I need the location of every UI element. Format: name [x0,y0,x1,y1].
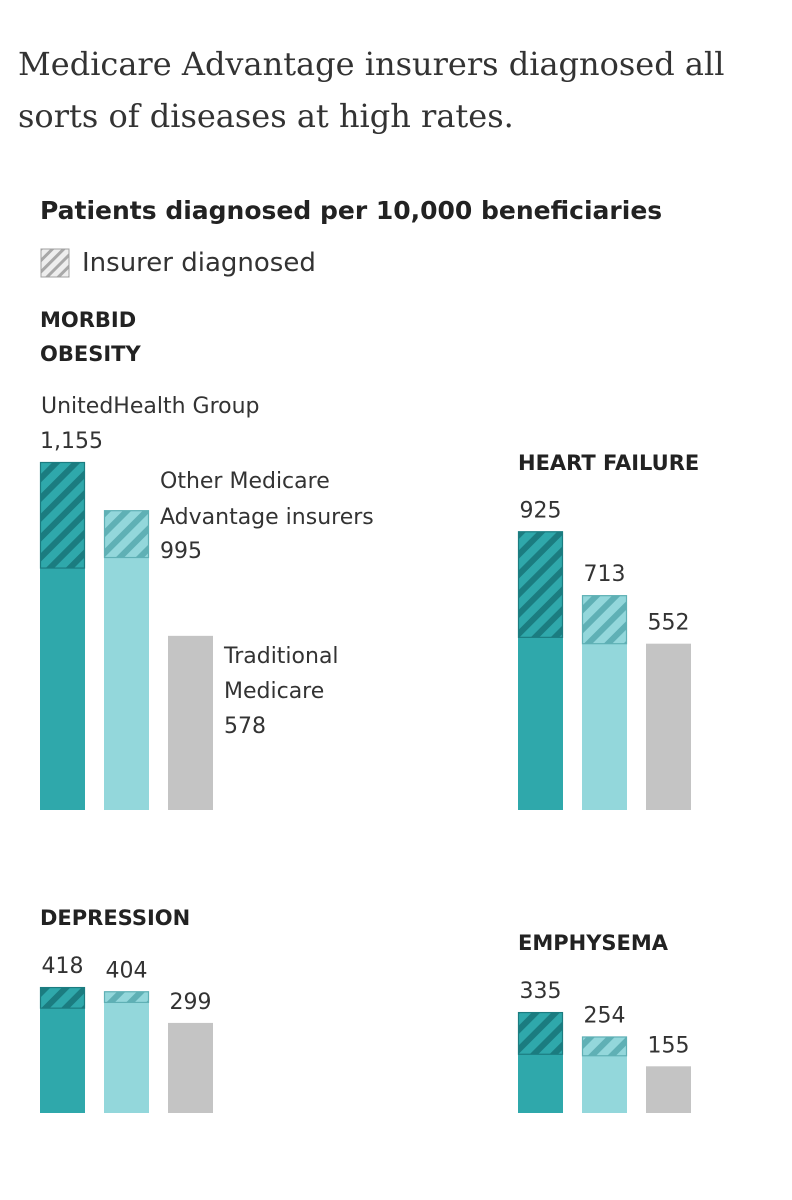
bar-value-label: 995 [160,539,202,564]
legend-label: Insurer diagnosed [82,248,316,278]
legend-hatch-swatch [40,248,70,278]
bar-value-label: 335 [520,979,562,1004]
bar [168,1022,213,1113]
bar-value-label: 299 [170,990,212,1015]
headline: Medicare Advantage insurers diagnosed al… [18,45,725,135]
bar [646,643,691,810]
bar-value-label: 1,155 [40,429,103,454]
bar [646,1066,691,1113]
chart-title: Patients diagnosed per 10,000 beneficiar… [40,196,663,225]
bar-insurer-diagnosed-segment [581,595,628,645]
bar-value-label: 404 [106,958,148,983]
panel-title: MORBID [40,308,136,332]
bar-value-label: 552 [648,611,690,636]
bar-insurer-diagnosed-segment [103,991,150,1004]
panel-title: EMPHYSEMA [518,931,669,955]
bar-value-label: 713 [584,562,626,587]
panel-title: HEART FAILURE [518,451,699,475]
bar-value-label: 418 [42,954,84,979]
bar-name-label: UnitedHealth Group [41,394,260,419]
bar-value-label: 254 [584,1003,626,1028]
bar-value-label: 925 [520,498,562,523]
bar-insurer-diagnosed-segment [517,531,564,638]
panel-4: EMPHYSEMA 335 254 155 [517,931,691,1113]
bar-value-label: 155 [648,1033,690,1058]
legend: Insurer diagnosed [40,248,316,278]
panel-3: DEPRESSION 418 404 299 [39,906,213,1113]
bar-name-label: Other Medicare [160,469,330,494]
bar-insurer-diagnosed-segment [517,1011,564,1055]
bar-name-label: Medicare [224,679,324,704]
bar [104,510,149,810]
panel-title: DEPRESSION [40,906,190,930]
bar-insurer-diagnosed-segment [581,1036,628,1057]
bar-value-label: 578 [224,714,266,739]
bar-name-label: Traditional [223,644,339,669]
bar [168,635,213,810]
panel-1: MORBID OBESITY UnitedHealth Group 1,155 Othe… [39,308,374,810]
bar [104,991,149,1113]
bar-insurer-diagnosed-segment [103,510,150,559]
bar-insurer-diagnosed-segment [39,461,86,569]
panel-title: OBESITY [40,342,141,366]
bar-insurer-diagnosed-segment [39,986,86,1009]
bar-name-label: Advantage insurers [160,505,374,530]
panel-2: HEART FAILURE 925 713 552 [517,451,699,810]
